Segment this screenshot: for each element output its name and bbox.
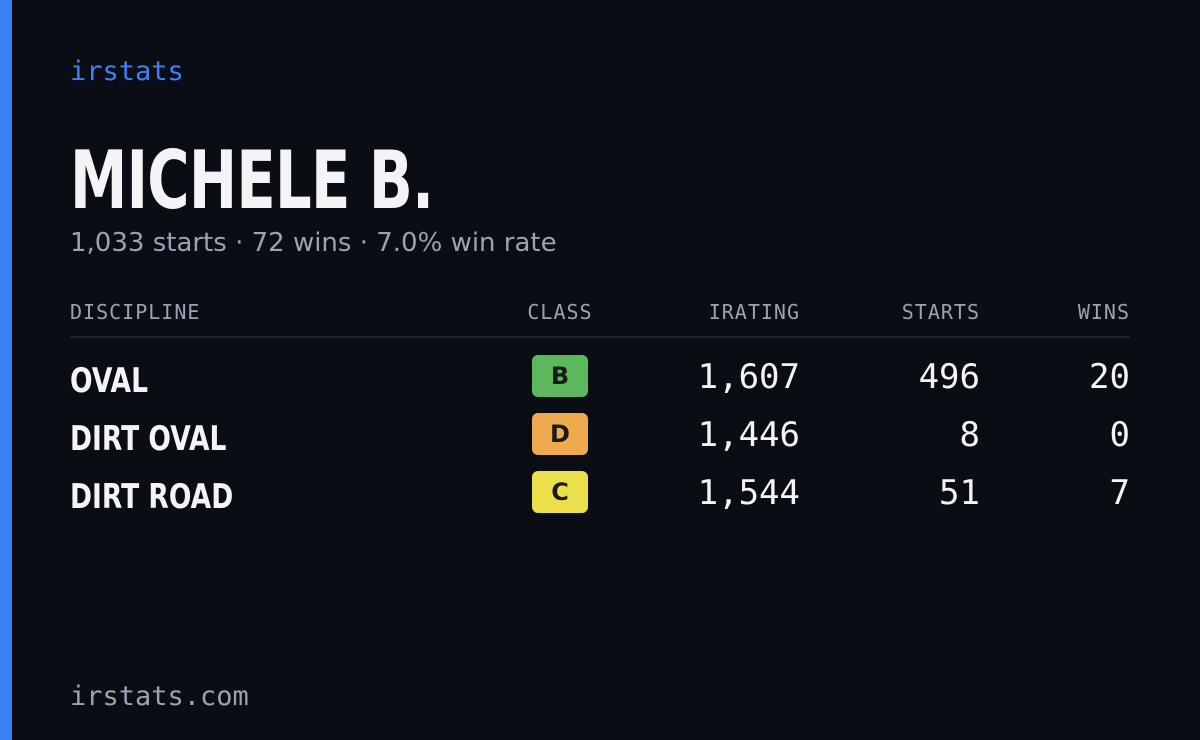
wins: 20 bbox=[1089, 357, 1130, 397]
starts: 8 bbox=[959, 415, 980, 455]
discipline: DIRT ROAD bbox=[70, 477, 234, 517]
footer: irstats.com bbox=[70, 681, 249, 712]
discipline: OVAL bbox=[70, 361, 148, 401]
brand: irstats bbox=[70, 56, 184, 87]
column-header: STARTS bbox=[901, 300, 980, 324]
discipline: DIRT OVAL bbox=[70, 419, 227, 459]
starts: 496 bbox=[918, 357, 980, 397]
class-badge: B bbox=[532, 355, 588, 397]
class-badge: C bbox=[532, 471, 588, 513]
driver-summary: 1,033 starts · 72 wins · 7.0% win rate bbox=[70, 228, 557, 258]
starts: 51 bbox=[939, 473, 980, 513]
column-header: IRATING bbox=[708, 300, 800, 324]
accent-bar bbox=[0, 0, 12, 740]
wins: 0 bbox=[1109, 415, 1130, 455]
header-rule bbox=[70, 336, 1130, 338]
column-header: WINS bbox=[1077, 300, 1130, 324]
column-header: DISCIPLINE bbox=[70, 300, 201, 324]
wins: 7 bbox=[1109, 473, 1130, 513]
irating: 1,607 bbox=[697, 357, 800, 397]
irating: 1,544 bbox=[697, 473, 800, 513]
irating: 1,446 bbox=[697, 415, 800, 455]
class-badge: D bbox=[532, 413, 588, 455]
column-header: CLASS bbox=[527, 300, 593, 324]
driver-name: MICHELE B. bbox=[70, 134, 434, 227]
